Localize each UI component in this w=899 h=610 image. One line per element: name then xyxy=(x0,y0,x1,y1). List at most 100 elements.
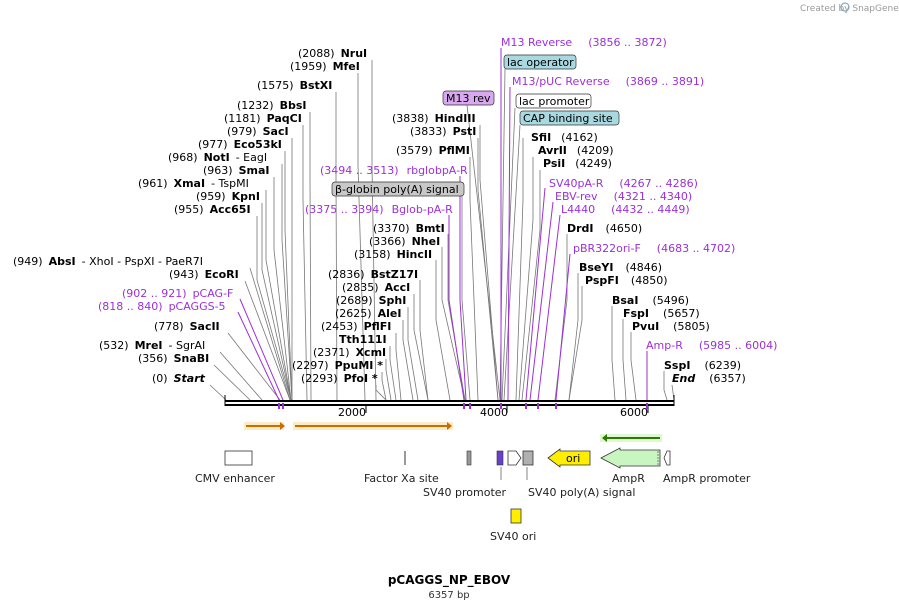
svg-text:M13 rev: M13 rev xyxy=(446,92,491,105)
enzyme-label: (977) Eco53kI xyxy=(198,138,282,151)
feature-label: Factor Xa site xyxy=(364,472,439,485)
lac-feature-glyph xyxy=(496,450,504,466)
enzyme-label: (778) SacII xyxy=(154,320,220,333)
orf-arrow-3 xyxy=(600,434,662,442)
sv40-ori-feature xyxy=(510,508,522,524)
feature-glyphs: ori xyxy=(224,447,671,524)
ampr-promoter-feature xyxy=(663,450,671,466)
enzyme-label: DrdI (4650) xyxy=(567,222,642,235)
boxed-labels: lac operator M13 rev lac promoter CAP bi… xyxy=(331,54,620,197)
beta-globin-polya-feature xyxy=(466,450,472,466)
enzyme-labels: (2088) NruI (1959) MfeI (1575) BstXI (1232)… xyxy=(13,47,746,385)
enzyme-label: (2836) BstZ17I xyxy=(328,268,418,281)
tick-label: 6000 xyxy=(620,406,648,419)
enzyme-label: (2689) SphI xyxy=(336,294,406,307)
primer-labels: M13 Reverse (3856 .. 3872) M13/pUC Revers… xyxy=(98,36,777,352)
enzyme-label: (1232) BbsI xyxy=(237,99,306,112)
feature-label: SV40 promoter xyxy=(423,486,507,499)
enzyme-label: (3158) HincII xyxy=(354,248,432,261)
enzyme-label: (2297) PpuMI * xyxy=(292,359,383,372)
feature-label: CMV enhancer xyxy=(195,472,275,485)
enzyme-label: (3579) PflMI xyxy=(396,144,470,157)
enzyme-label: (2453) PflFI xyxy=(321,320,391,333)
feature-label: AmpR promoter xyxy=(663,472,751,485)
svg-text:ori: ori xyxy=(566,452,580,465)
m13-rev-label: M13 rev xyxy=(442,90,495,106)
enzyme-label: (955) Acc65I xyxy=(174,203,251,216)
enzyme-label: End (6357) xyxy=(672,372,746,385)
enzyme-label: (949) AbsI - XhoI - PspXI - PaeR7I xyxy=(13,255,203,268)
orf-arrow-2 xyxy=(293,422,453,430)
plasmid-length: 6357 bp xyxy=(428,590,469,601)
svg-text:lac promoter: lac promoter xyxy=(519,95,590,108)
primer-label: SV40pA-R (4267 .. 4286) xyxy=(549,177,698,190)
enzyme-label: (0) Start xyxy=(152,372,206,385)
lac-operator-label: lac operator xyxy=(503,54,577,70)
primer-label: (3375 .. 3394) Bglob-pA-R xyxy=(305,203,453,216)
sequence-backbone xyxy=(224,395,675,406)
enzyme-label: (961) XmaI - TspMI xyxy=(138,177,249,190)
feature-label: SV40 ori xyxy=(490,530,536,543)
cmv-enhancer-feature xyxy=(224,450,253,466)
primer-site-marks xyxy=(278,403,648,409)
enzyme-label: PspFI (4850) xyxy=(585,274,667,287)
orf-arrow-1 xyxy=(244,422,285,430)
primer-label: (3494 .. 3513) rbglobpA-R xyxy=(320,164,468,177)
enzyme-leader-lines xyxy=(209,60,675,401)
enzyme-label: (2835) AccI xyxy=(342,281,410,294)
primer-label: (902 .. 921) pCAG-F xyxy=(122,287,233,300)
scale-ticks: 2000 4000 6000 xyxy=(338,406,649,419)
enzyme-label: (2088) NruI xyxy=(298,47,367,60)
tick-label: 2000 xyxy=(338,406,366,419)
enzyme-label: Tth111I xyxy=(339,333,387,346)
enzyme-label: FspI (5657) xyxy=(623,307,700,320)
credit-text: Created by SnapGene xyxy=(800,4,899,14)
primer-label: L4440 (4432 .. 4449) xyxy=(561,203,690,216)
svg-text:CAP binding site: CAP binding site xyxy=(523,112,613,125)
enzyme-label: (979) SacI xyxy=(227,125,289,138)
enzyme-label: SfiI (4162) xyxy=(531,131,598,144)
primer-label: (818 .. 840) pCAGGS-5 xyxy=(98,300,226,313)
ampr-feature xyxy=(600,447,661,469)
svg-text:lac operator: lac operator xyxy=(507,56,574,69)
enzyme-label: (968) NotI - EagI xyxy=(168,151,267,164)
enzyme-label: BsaI (5496) xyxy=(612,294,689,307)
enzyme-label: (3838) HindIII xyxy=(392,112,476,125)
enzyme-label: (532) MreI - SgrAI xyxy=(99,339,205,352)
enzyme-label: PvuI (5805) xyxy=(632,320,710,333)
enzyme-label: (959) KpnI xyxy=(196,190,260,203)
cap-binding-site-label: CAP binding site xyxy=(519,110,620,126)
enzyme-label: (2625) AleI xyxy=(335,307,401,320)
primer-label: M13/pUC Reverse (3869 .. 3891) xyxy=(512,75,704,88)
feature-label: AmpR xyxy=(612,472,645,485)
ori-feature: ori xyxy=(547,448,591,468)
enzyme-label: (356) SnaBI xyxy=(138,352,209,365)
enzyme-label: (2293) PfoI * xyxy=(301,372,378,385)
beta-globin-polya-label: β-globin poly(A) signal xyxy=(331,181,465,197)
svg-text:β-globin poly(A) signal: β-globin poly(A) signal xyxy=(335,183,459,196)
orf-arrows xyxy=(244,422,662,442)
enzyme-label: BseYI (4846) xyxy=(579,261,662,274)
lac-promoter-feature xyxy=(507,450,522,466)
plasmid-title: pCAGGS_NP_EBOV xyxy=(388,573,511,588)
primer-label: M13 Reverse (3856 .. 3872) xyxy=(501,36,667,49)
enzyme-label: (1959) MfeI xyxy=(290,60,360,73)
tick-label: 4000 xyxy=(480,406,508,419)
enzyme-label: (3370) BmtI xyxy=(373,222,445,235)
primer-label: pBR322ori-F (4683 .. 4702) xyxy=(573,242,735,255)
feature-label: SV40 poly(A) signal xyxy=(528,486,635,499)
enzyme-label: PsiI (4249) xyxy=(543,157,612,170)
lac-promoter-label: lac promoter xyxy=(515,93,592,109)
enzyme-label: (3366) NheI xyxy=(369,235,440,248)
enzyme-label: (943) EcoRI xyxy=(169,268,239,281)
enzyme-label: SspI (6239) xyxy=(664,359,741,372)
primer-label: Amp-R (5985 .. 6004) xyxy=(646,339,777,352)
enzyme-label: (3833) PstI xyxy=(410,125,476,138)
enzyme-label: (1181) PaqCI xyxy=(224,112,302,125)
sv40-polya-feature xyxy=(522,450,534,466)
snapgene-logo-icon xyxy=(840,2,850,12)
enzyme-label: AvrII (4209) xyxy=(538,144,613,157)
primer-label: EBV-rev (4321 .. 4340) xyxy=(555,190,692,203)
feature-labels: CMV enhancer Factor Xa site SV40 promote… xyxy=(195,472,751,543)
